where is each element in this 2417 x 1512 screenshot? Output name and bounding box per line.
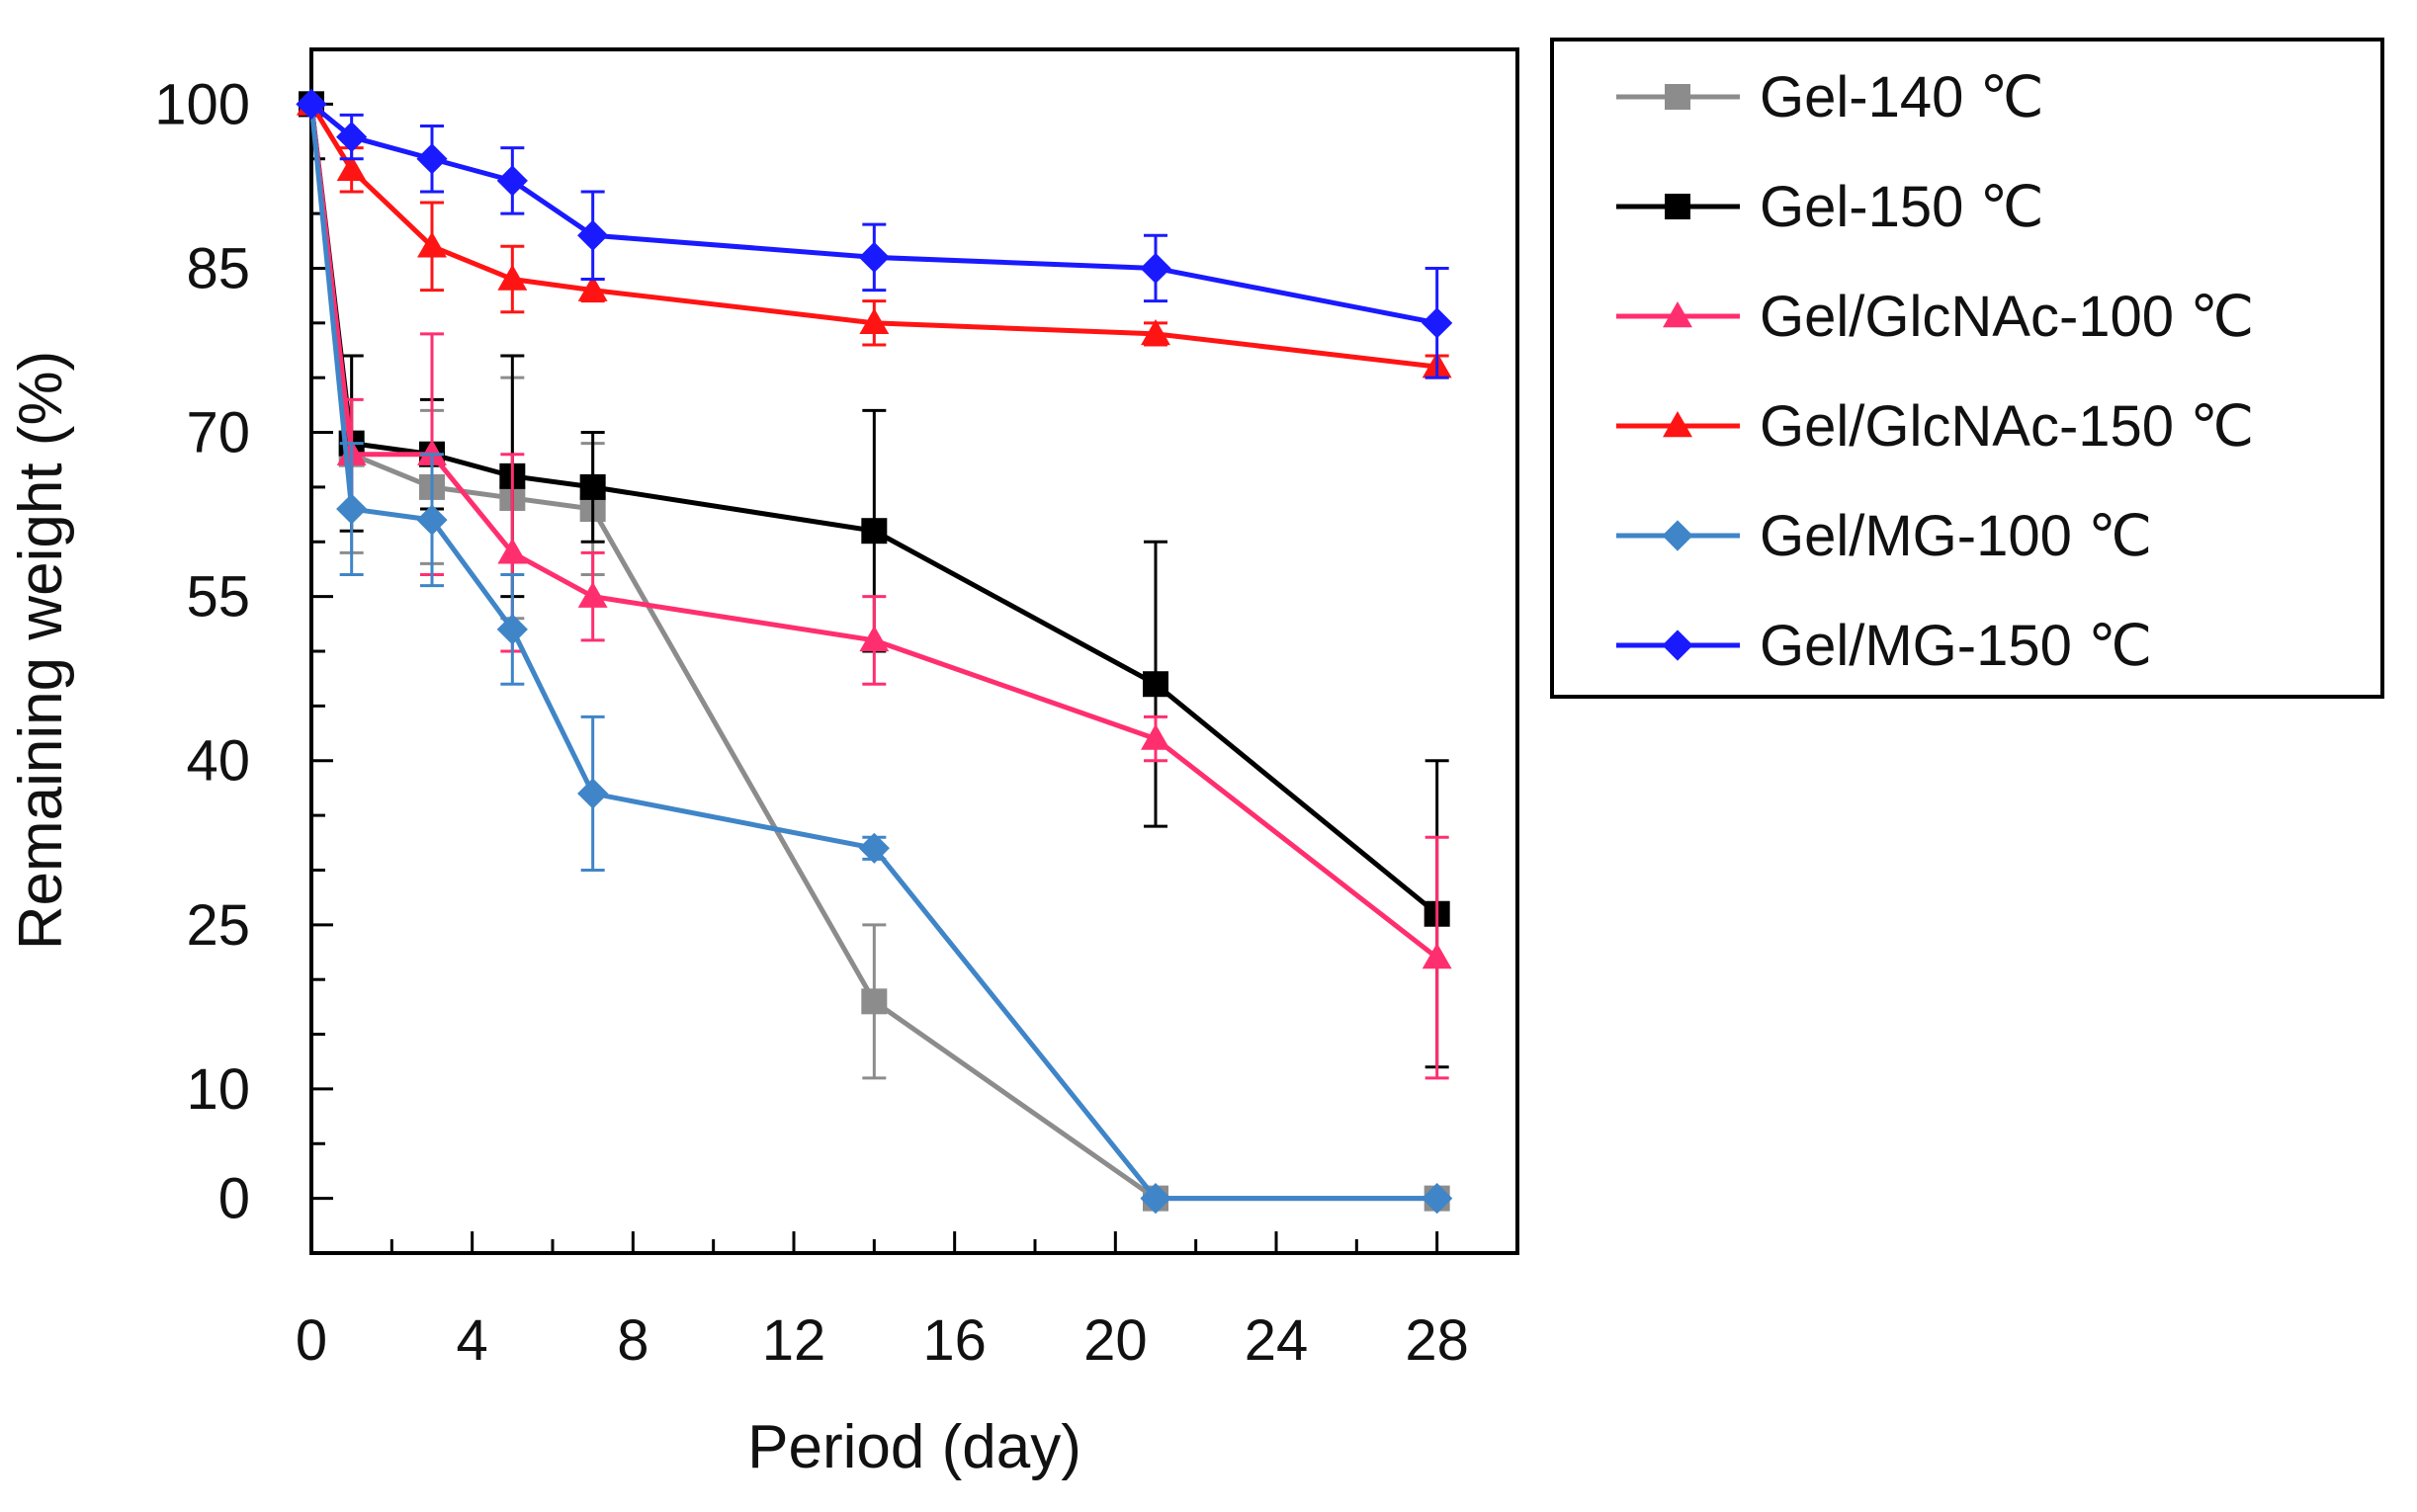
data-point <box>336 154 367 182</box>
data-point <box>416 143 448 175</box>
x-tick-label: 24 <box>1245 1308 1309 1373</box>
x-tick-label: 20 <box>1083 1308 1148 1373</box>
y-axis: 0 10 25 40 55 70 85 100 <box>154 72 333 1231</box>
y-tick-label: 40 <box>186 729 250 794</box>
y-tick-label: 70 <box>186 401 250 465</box>
data-point <box>417 439 447 465</box>
series-line <box>308 104 1439 961</box>
data-point <box>1143 671 1168 698</box>
y-tick-label: 100 <box>154 72 250 136</box>
legend-item-gel-glcnac-100: Gel/GlcNAc-100 ℃ <box>1616 285 2254 349</box>
series-layer <box>296 88 1453 1215</box>
y-tick-label: 55 <box>186 565 250 630</box>
y-tick-label: 0 <box>218 1167 250 1231</box>
series-line <box>309 102 1438 326</box>
data-point <box>577 219 609 251</box>
x-tick-label: 16 <box>922 1308 987 1373</box>
series-gel-mg-100 <box>296 88 1453 1215</box>
data-point <box>1140 1183 1171 1215</box>
legend-marker <box>1662 520 1693 551</box>
legend-marker <box>1663 411 1692 438</box>
legend-label: Gel/GlcNAc-100 ℃ <box>1760 285 2254 349</box>
y-axis-title: Remaining weight (%) <box>7 351 75 950</box>
legend-box <box>1550 38 2384 699</box>
y-tick-label: 85 <box>186 236 250 300</box>
data-point <box>577 581 608 608</box>
legend: Gel-140 ℃ Gel-150 ℃ Gel/GlcNAc-100 ℃ Gel/Gl… <box>1550 38 2384 699</box>
legend-marker <box>1662 630 1693 661</box>
data-point <box>416 504 448 536</box>
legend-label: Gel-140 ℃ <box>1760 65 2044 129</box>
legend-marker <box>1663 301 1692 328</box>
legend-item-gel-140: Gel-140 ℃ <box>1616 65 2044 129</box>
data-point <box>859 625 890 652</box>
x-tick-label: 0 <box>296 1308 327 1373</box>
data-point <box>577 275 608 301</box>
legend-item-gel-150: Gel-150 ℃ <box>1616 175 2044 239</box>
legend-label: Gel-150 ℃ <box>1760 175 2044 239</box>
legend-marker <box>1665 84 1690 110</box>
data-point <box>858 241 890 273</box>
legend-label: Gel/MG-100 ℃ <box>1760 504 2152 568</box>
data-point <box>336 493 368 525</box>
legend-item-gel-glcnac-150: Gel/GlcNAc-150 ℃ <box>1616 394 2254 459</box>
data-point <box>579 473 606 500</box>
series-line <box>308 103 1437 370</box>
x-tick-label: 4 <box>457 1308 488 1373</box>
plot-frame <box>309 47 1519 1255</box>
data-point <box>861 988 888 1015</box>
data-point <box>1422 307 1453 339</box>
data-point <box>296 88 327 120</box>
data-point <box>497 264 528 291</box>
data-point <box>336 121 368 153</box>
data-point <box>858 832 890 864</box>
data-point <box>1141 723 1170 750</box>
legend-label: Gel/MG-150 ℃ <box>1760 614 2152 678</box>
x-tick-label: 8 <box>617 1308 648 1373</box>
x-axis-title: Period (day) <box>747 1413 1081 1481</box>
series-line <box>308 104 1437 1202</box>
data-point <box>1140 252 1171 285</box>
data-point <box>1422 943 1452 969</box>
data-point <box>859 307 890 335</box>
x-tick-label: 28 <box>1405 1308 1469 1373</box>
plot-area <box>309 47 1519 1255</box>
data-point <box>496 614 528 645</box>
series-line <box>308 104 1439 916</box>
x-tick-label: 12 <box>762 1308 826 1373</box>
legend-label: Gel/GlcNAc-150 ℃ <box>1760 394 2254 459</box>
data-point <box>497 538 528 564</box>
data-point <box>496 165 528 197</box>
series-gel-mg-150 <box>296 88 1453 379</box>
legend-item-gel-mg-100: Gel/MG-100 ℃ <box>1616 504 2152 568</box>
data-point <box>1422 1183 1453 1215</box>
x-axis: 0 4 8 12 16 20 24 28 <box>296 1231 1469 1373</box>
data-point <box>861 518 888 545</box>
y-tick-label: 10 <box>186 1057 250 1122</box>
legend-marker <box>1665 194 1690 219</box>
data-point <box>577 778 609 809</box>
y-tick-label: 25 <box>186 893 250 958</box>
data-point <box>417 231 447 258</box>
legend-item-gel-mg-150: Gel/MG-150 ℃ <box>1616 614 2152 678</box>
data-point <box>1141 318 1170 346</box>
